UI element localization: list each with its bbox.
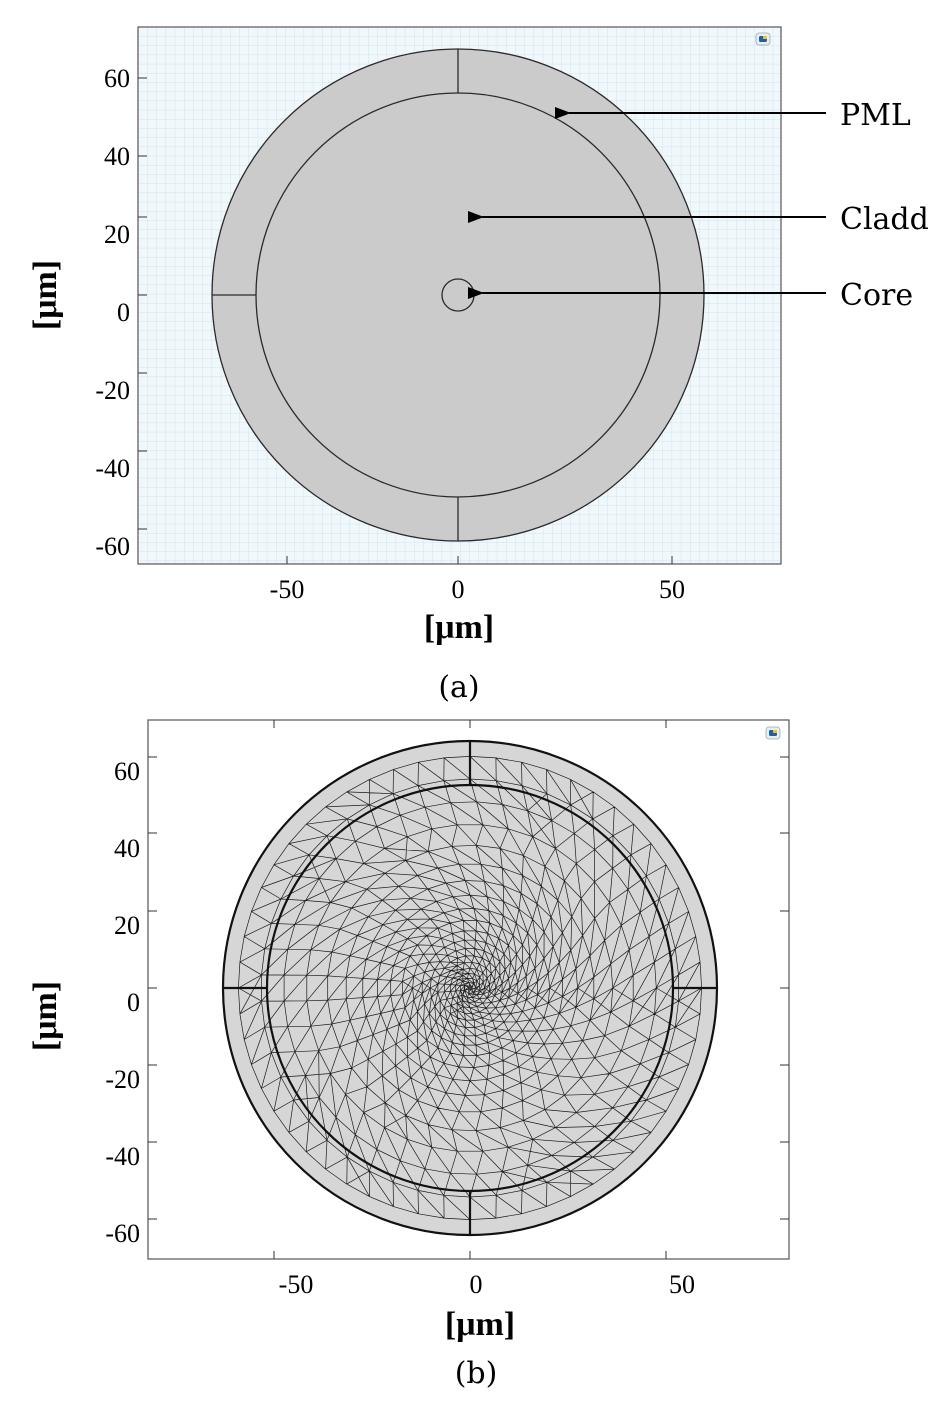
panel-a-y-tick: 60 bbox=[104, 64, 130, 93]
panel-b-x-tick: 50 bbox=[669, 1270, 695, 1299]
panel-a-x-tick: -50 bbox=[270, 575, 305, 604]
panel-a-x-axis-label: [μm] bbox=[424, 609, 494, 646]
panel-b-y-tick: -20 bbox=[105, 1065, 140, 1094]
app-logo-icon bbox=[765, 726, 781, 740]
panel-b-y-tick: -40 bbox=[105, 1142, 140, 1171]
mesh-triangulation bbox=[238, 756, 702, 1220]
core-label: Core bbox=[840, 278, 913, 313]
app-logo-icon bbox=[755, 32, 771, 46]
panel-a-caption: (a) bbox=[438, 670, 479, 705]
panel-a-x-tick: 0 bbox=[452, 575, 465, 604]
panel-b-y-axis-label: [μm] bbox=[27, 981, 64, 1051]
cladd-label: Cladd bbox=[840, 202, 929, 237]
panel-a-ticks bbox=[138, 77, 673, 564]
panel-a-y-tick: 40 bbox=[104, 142, 130, 171]
panel-b-y-tick: 0 bbox=[127, 988, 140, 1017]
panel-b-ticks bbox=[148, 720, 789, 1259]
panel-a-x-tick: 50 bbox=[659, 575, 685, 604]
panel-b-y-tick: 60 bbox=[114, 757, 140, 786]
panel-a-y-tick: 20 bbox=[104, 220, 130, 249]
panel-b-x-axis-label: [μm] bbox=[445, 1306, 515, 1343]
panel-a-y-tick: -60 bbox=[95, 532, 130, 561]
panel-a-y-tick: 0 bbox=[117, 298, 130, 327]
panel-a-y-tick: -20 bbox=[95, 376, 130, 405]
panel-a-y-tick: -40 bbox=[95, 454, 130, 483]
panel-b-x-tick: -50 bbox=[279, 1270, 314, 1299]
panel-b-y-tick: 40 bbox=[114, 834, 140, 863]
panel-a: 60 40 20 0 -20 -40 -60 -50 0 50 [μm] [μm… bbox=[27, 26, 929, 705]
mesh-edges bbox=[238, 756, 702, 1220]
panel-a-y-axis-label: [μm] bbox=[27, 260, 64, 330]
pml-label: PML bbox=[840, 98, 911, 133]
panel-b-y-tick: -60 bbox=[105, 1219, 140, 1248]
panel-b: 60 40 20 0 -20 -40 -60 -50 0 50 [μm] [μm… bbox=[27, 719, 790, 1391]
panel-b-caption: (b) bbox=[455, 1356, 498, 1391]
panel-b-y-tick: 20 bbox=[114, 911, 140, 940]
panel-b-x-tick: 0 bbox=[470, 1270, 483, 1299]
core-boundary bbox=[441, 278, 475, 312]
